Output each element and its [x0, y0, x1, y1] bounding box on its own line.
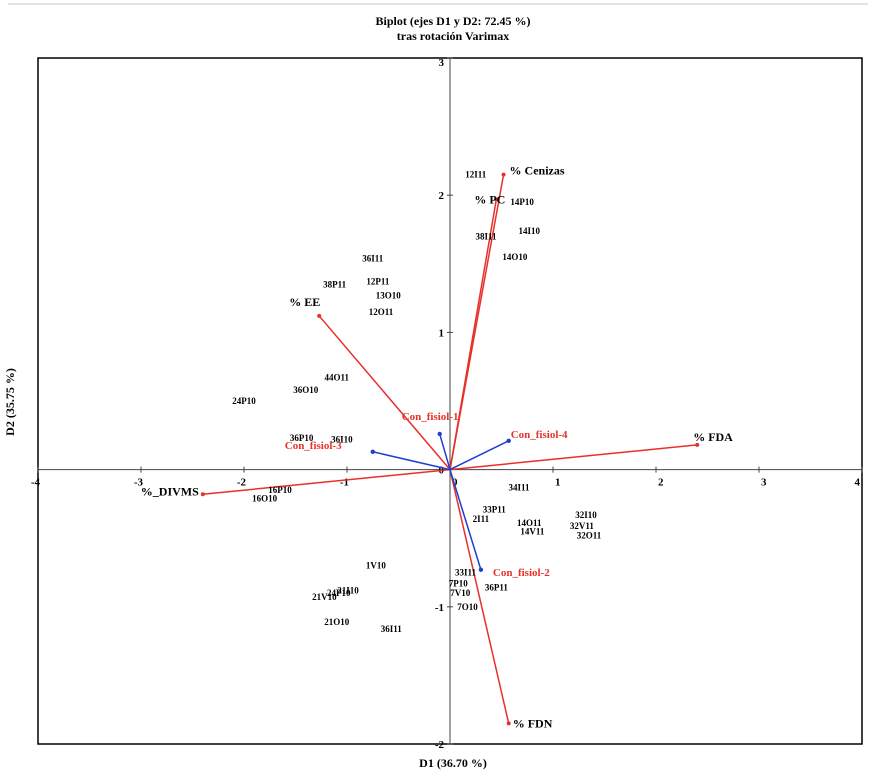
observation-label: 7O10: [457, 602, 478, 612]
observation-label: 36O10: [293, 385, 319, 395]
observation-label: 33I11: [455, 568, 477, 578]
observation-label: 2I11: [473, 514, 490, 524]
observation-label: 12P11: [366, 277, 390, 287]
observation-label: 32I10: [575, 510, 597, 520]
x-tick-label: -4: [31, 477, 41, 489]
observation-label: 12I11: [465, 170, 487, 180]
supplementary-vector: [438, 433, 451, 470]
supplementary-label: Con_fisiol-4: [511, 429, 568, 441]
x-tick-label: 0: [452, 477, 458, 489]
observation-label: 7V10: [450, 588, 470, 598]
x-tick-label: 2: [658, 477, 664, 489]
supplementary-vector: [449, 440, 510, 471]
observation-label: 38I11: [476, 231, 498, 241]
observation-label: 14V11: [520, 526, 545, 536]
chart-subtitle: tras rotación Varimax: [397, 29, 509, 43]
variable-label: %_DIVMS: [141, 484, 199, 498]
observation-label: 1V10: [366, 561, 386, 571]
y-tick-label: 2: [439, 190, 445, 202]
observation-label: 16O10: [252, 493, 278, 503]
observation-label: 7P10: [449, 578, 468, 588]
variable-vector-tip: [200, 492, 205, 497]
observation-label: 13O10: [376, 290, 402, 300]
chart-title: Biplot (ejes D1 y D2: 72.45 %): [376, 14, 531, 28]
supplementary-vector-tip: [506, 438, 511, 443]
supplementary-label: Con_fisiol-3: [285, 440, 342, 452]
observation-label: 16P10: [268, 485, 292, 495]
y-tick-label: -2: [435, 739, 445, 751]
variable-vector-tip: [494, 197, 499, 202]
observation-label: 36I11: [381, 624, 403, 634]
supplementary-label: Con_fisiol-2: [493, 567, 550, 579]
variable-label: % EE: [289, 295, 320, 309]
observation-label: 32V11: [570, 521, 595, 531]
observation-label: 36P10: [290, 433, 314, 443]
observation-label: 14O10: [502, 252, 528, 262]
observation-label: 36P11: [485, 583, 509, 593]
variable-vector-tip: [317, 313, 322, 318]
observation-label: 21O10: [324, 617, 350, 627]
supplementary-vector-tip: [370, 449, 375, 454]
supplementary-vector: [372, 451, 451, 471]
observation-label: 14O11: [517, 518, 542, 528]
variable-label: % Cenizas: [510, 164, 565, 178]
observation-label: 36I11: [362, 253, 384, 263]
supplementary-vectors: Con_fisiol-1 Con_fisiol-2 Con_fisiol-3 Con_…: [285, 411, 568, 579]
variable-vector-tip: [695, 442, 700, 447]
x-tick-label: -1: [340, 477, 349, 489]
supplementary-vector-tip: [437, 431, 442, 437]
y-tick-label: 1: [439, 327, 445, 339]
observation-label: 36I10: [331, 434, 353, 444]
x-tick-label: 4: [855, 477, 861, 489]
supplementary-vector-tip: [478, 567, 484, 572]
observation-label: 24P10: [327, 588, 351, 598]
variable-vector: [449, 469, 510, 724]
variable-vectors: % Cenizas % PC % EE % FDA %_DIVMS % FDN: [141, 164, 733, 731]
variable-vector: [449, 444, 698, 471]
observation-label: 21V10: [312, 592, 337, 602]
x-tick-label: 1: [555, 477, 561, 489]
variable-vector: [202, 468, 451, 496]
observation-label: 33P11: [483, 504, 507, 514]
observation-label: 14I10: [519, 226, 541, 236]
y-tick-label: -1: [435, 602, 444, 614]
tick-labels: -4-3-2-101234-2-10123: [31, 57, 863, 751]
variable-vector: [449, 199, 498, 470]
x-axis-label: D1 (36.70 %): [419, 756, 487, 770]
variable-vector: [318, 315, 451, 471]
x-tick-label: -3: [134, 477, 144, 489]
observation-label: 32O11: [577, 530, 602, 540]
x-tick-label: -2: [237, 477, 247, 489]
supplementary-vector: [449, 469, 482, 570]
observation-label: 38P11: [323, 279, 347, 289]
variable-label: % PC: [474, 192, 505, 206]
observation-label: 14P10: [510, 197, 534, 207]
variable-vector-tip: [501, 172, 506, 177]
y-tick-label: 3: [439, 57, 445, 69]
observation-label: 44O11: [324, 373, 349, 383]
x-tick-label: 3: [761, 477, 767, 489]
observation-label: 12O11: [369, 307, 394, 317]
supplementary-label: Con_fisiol-1: [402, 411, 459, 423]
axes: [38, 58, 862, 744]
observation-label: 24P10: [232, 396, 256, 406]
variable-label: % FDA: [693, 430, 733, 444]
variable-vector-tip: [506, 721, 511, 726]
variable-label: % FDN: [513, 716, 553, 730]
observation-label: 34I11: [509, 482, 531, 492]
y-axis-label: D2 (35.75 %): [3, 368, 17, 436]
observation-label: 21I10: [337, 585, 359, 595]
